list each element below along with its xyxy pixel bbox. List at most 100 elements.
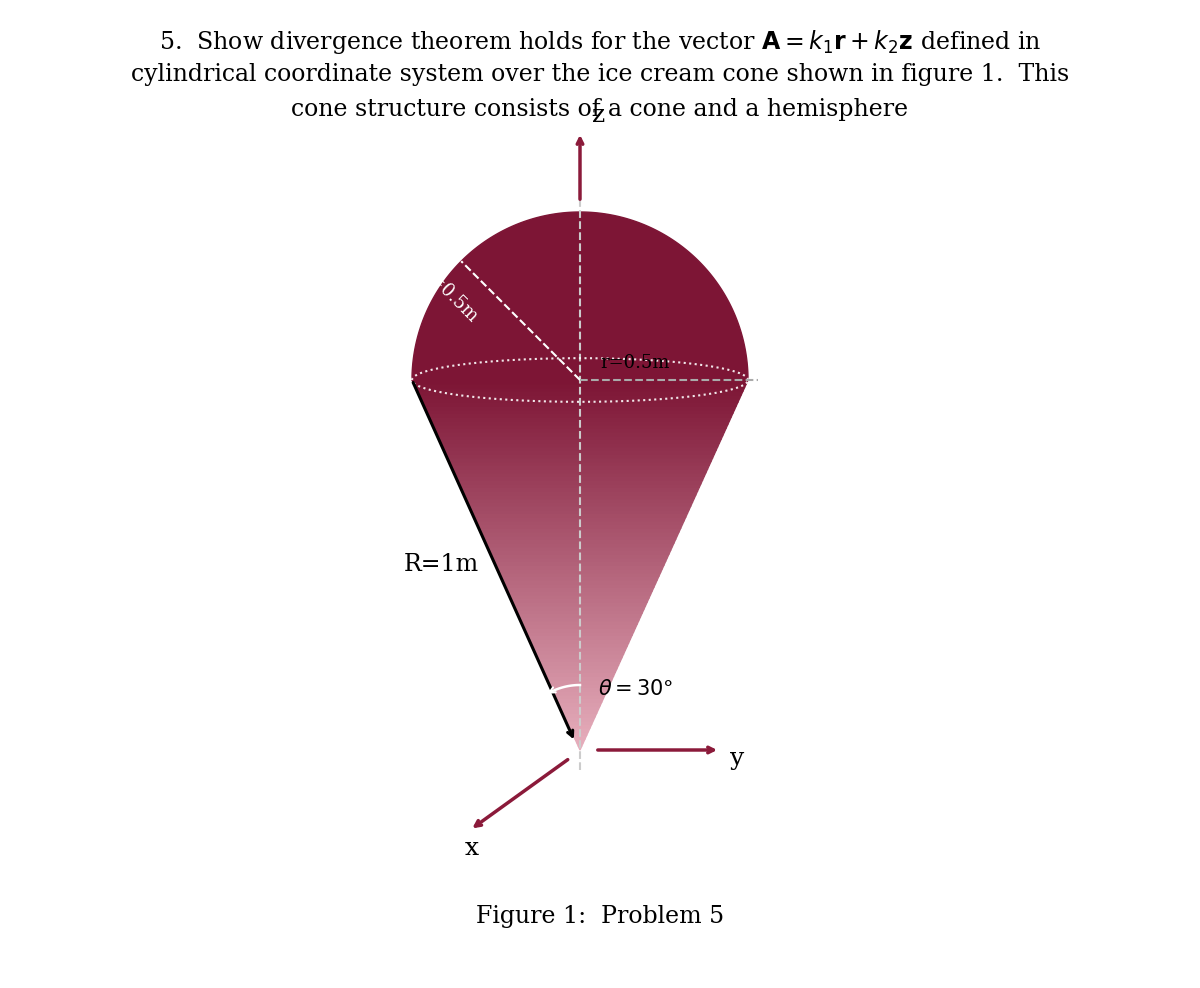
Polygon shape	[460, 483, 701, 487]
Polygon shape	[499, 572, 661, 576]
Polygon shape	[520, 617, 641, 620]
Polygon shape	[424, 406, 737, 410]
Polygon shape	[574, 735, 587, 739]
Polygon shape	[448, 457, 713, 461]
Polygon shape	[545, 672, 616, 676]
Polygon shape	[452, 468, 708, 472]
Polygon shape	[552, 687, 608, 691]
Polygon shape	[419, 395, 742, 398]
Polygon shape	[468, 502, 692, 506]
Polygon shape	[443, 447, 718, 451]
Polygon shape	[578, 746, 582, 750]
Polygon shape	[577, 743, 583, 746]
Polygon shape	[469, 506, 691, 510]
Polygon shape	[474, 517, 686, 521]
Polygon shape	[535, 650, 625, 654]
Polygon shape	[487, 546, 672, 550]
Polygon shape	[418, 391, 743, 395]
Polygon shape	[420, 398, 739, 402]
Polygon shape	[496, 565, 664, 569]
Polygon shape	[482, 535, 678, 539]
Polygon shape	[515, 606, 646, 610]
Text: x: x	[466, 837, 479, 860]
Polygon shape	[548, 680, 612, 684]
Text: cone structure consists of a cone and a hemisphere: cone structure consists of a cone and a …	[292, 98, 908, 121]
Text: $\theta = 30$°: $\theta = 30$°	[598, 679, 673, 699]
Polygon shape	[533, 646, 628, 650]
Polygon shape	[529, 639, 630, 643]
Polygon shape	[457, 480, 703, 483]
Polygon shape	[454, 472, 706, 476]
Polygon shape	[518, 614, 642, 617]
Polygon shape	[451, 465, 709, 468]
Polygon shape	[528, 635, 632, 639]
Polygon shape	[432, 425, 728, 428]
Polygon shape	[440, 443, 720, 447]
Polygon shape	[527, 631, 634, 635]
Polygon shape	[485, 539, 676, 542]
Polygon shape	[431, 421, 730, 425]
Polygon shape	[445, 454, 714, 457]
Polygon shape	[538, 657, 622, 661]
Polygon shape	[494, 561, 666, 565]
Polygon shape	[571, 731, 588, 735]
Text: r=0.5m: r=0.5m	[600, 354, 670, 372]
Polygon shape	[426, 410, 734, 413]
Polygon shape	[562, 709, 599, 713]
Polygon shape	[478, 525, 683, 528]
Polygon shape	[491, 554, 670, 557]
Polygon shape	[536, 654, 624, 657]
Polygon shape	[464, 495, 696, 498]
Polygon shape	[566, 720, 594, 724]
Text: z: z	[592, 104, 605, 127]
Polygon shape	[466, 498, 695, 502]
Polygon shape	[504, 584, 655, 587]
Text: cylindrical coordinate system over the ice cream cone shown in figure 1.  This: cylindrical coordinate system over the i…	[131, 63, 1069, 86]
Polygon shape	[479, 528, 680, 532]
Polygon shape	[544, 669, 617, 672]
Polygon shape	[569, 724, 592, 728]
Polygon shape	[516, 610, 644, 614]
Polygon shape	[553, 691, 607, 695]
Polygon shape	[414, 383, 746, 387]
Polygon shape	[486, 542, 674, 546]
Polygon shape	[541, 665, 619, 669]
Polygon shape	[490, 550, 671, 554]
Polygon shape	[427, 413, 733, 417]
Text: R=1m: R=1m	[403, 553, 479, 576]
Polygon shape	[498, 569, 662, 572]
Text: r=0.5m: r=0.5m	[419, 264, 481, 326]
Text: Figure 1:  Problem 5: Figure 1: Problem 5	[476, 905, 724, 928]
Polygon shape	[557, 699, 604, 701]
Polygon shape	[476, 521, 684, 525]
Polygon shape	[412, 380, 748, 383]
Polygon shape	[563, 713, 596, 716]
Polygon shape	[481, 532, 679, 535]
Polygon shape	[523, 624, 637, 628]
Polygon shape	[462, 491, 697, 495]
Polygon shape	[473, 513, 688, 517]
Polygon shape	[570, 728, 590, 731]
Polygon shape	[554, 695, 605, 699]
Polygon shape	[512, 602, 647, 606]
Polygon shape	[508, 591, 653, 595]
Polygon shape	[532, 643, 629, 646]
Polygon shape	[439, 440, 721, 443]
Polygon shape	[558, 701, 602, 705]
Polygon shape	[560, 705, 600, 709]
Polygon shape	[565, 716, 595, 720]
Polygon shape	[449, 461, 712, 465]
Polygon shape	[493, 557, 667, 561]
Polygon shape	[434, 428, 726, 432]
Polygon shape	[415, 387, 745, 391]
Polygon shape	[540, 661, 620, 665]
Polygon shape	[575, 739, 586, 743]
Polygon shape	[503, 580, 658, 584]
Polygon shape	[502, 576, 659, 580]
Polygon shape	[412, 212, 748, 380]
Polygon shape	[470, 510, 689, 513]
Polygon shape	[456, 476, 704, 480]
Polygon shape	[524, 628, 636, 631]
Polygon shape	[511, 599, 649, 602]
Polygon shape	[444, 451, 716, 454]
